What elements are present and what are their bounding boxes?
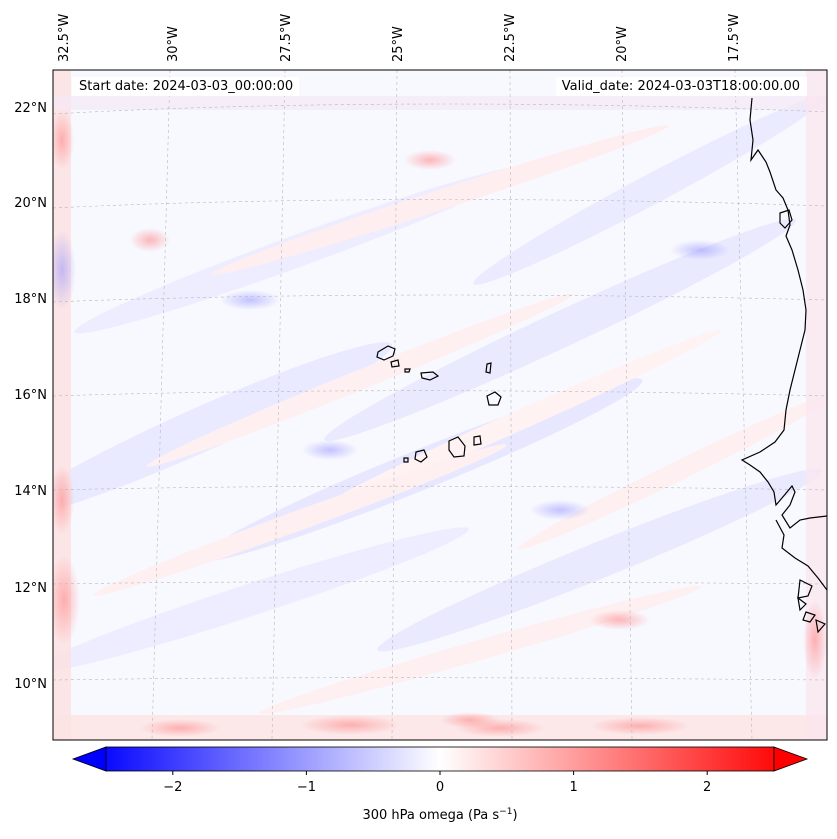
- latitude-labels: 22°N 20°N 18°N 16°N 14°N 12°N 10°N: [14, 101, 47, 692]
- start-date-label: Start date: 2024-03-03_00:00:00: [72, 77, 300, 96]
- lat-label: 14°N: [14, 484, 47, 499]
- colorbar-high-extend: [773, 746, 809, 772]
- colorbar-bar: [105, 746, 775, 772]
- longitude-labels: 32.5°W 30°W 27.5°W 25°W 22.5°W 20°W 17.5…: [57, 14, 742, 62]
- valid-date-label: Valid_date: 2024-03-03T18:00:00.00: [555, 77, 807, 96]
- colorbar-tick-label: 2: [703, 780, 711, 795]
- lon-label: 17.5°W: [727, 14, 742, 62]
- colorbar-tick-label: 0: [436, 780, 444, 795]
- lat-label: 16°N: [14, 388, 47, 403]
- lat-label: 20°N: [14, 196, 47, 211]
- lat-label: 18°N: [14, 292, 47, 307]
- colorbar: −2 −1 0 1 2 300 hPa omega (Pa s−1): [71, 746, 809, 823]
- coastline: [740, 97, 827, 634]
- colorbar-label: 300 hPa omega (Pa s−1): [362, 807, 517, 823]
- colorbar-low-extend: [71, 746, 107, 772]
- map-frame: [52, 69, 828, 741]
- lon-label: 32.5°W: [57, 14, 72, 62]
- cabo-verde-islands: [376, 345, 502, 463]
- lat-label: 22°N: [14, 101, 47, 116]
- lon-label: 25°W: [391, 26, 406, 62]
- lat-label: 10°N: [14, 677, 47, 692]
- omega-field: [53, 70, 827, 740]
- lat-label: 12°N: [14, 581, 47, 596]
- colorbar-tick-label: −1: [297, 780, 316, 795]
- lon-label: 30°W: [166, 26, 181, 62]
- graticule: [53, 70, 827, 740]
- lon-label: 22.5°W: [503, 14, 518, 62]
- lon-label: 27.5°W: [279, 14, 294, 62]
- lon-label: 20°W: [615, 26, 630, 62]
- colorbar-tick-label: 1: [569, 780, 577, 795]
- colorbar-tick-label: −2: [163, 780, 182, 795]
